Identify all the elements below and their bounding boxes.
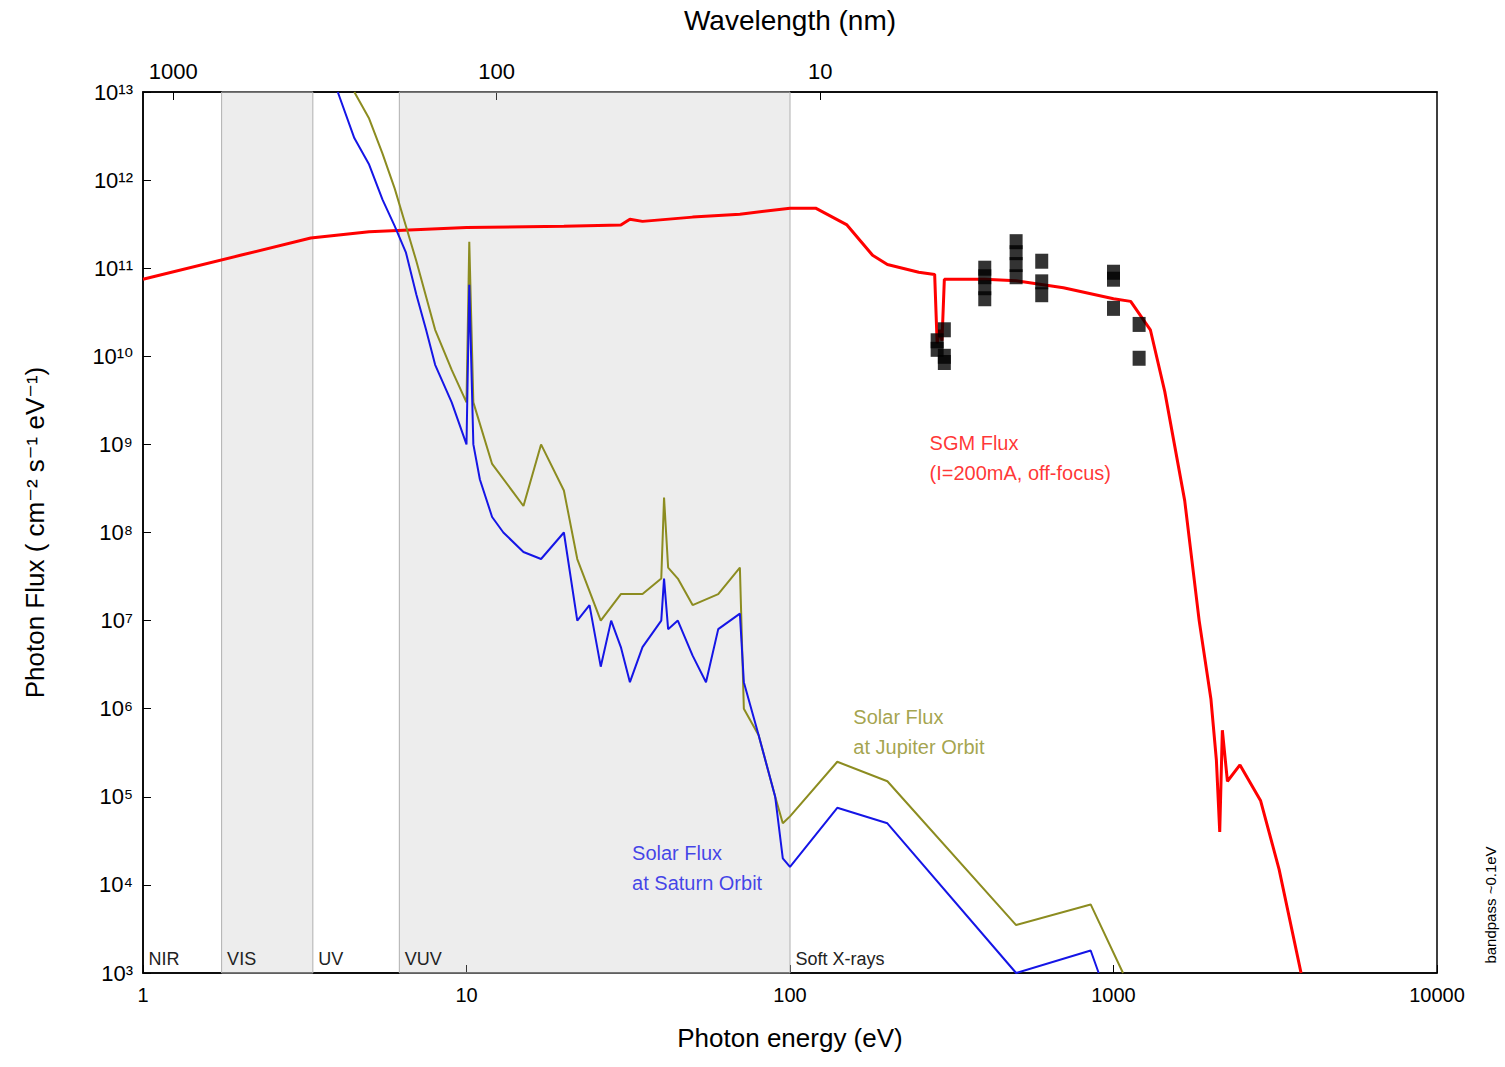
svg-text:10: 10 xyxy=(808,59,832,84)
svg-text:10⁹: 10⁹ xyxy=(99,432,133,457)
svg-text:Wavelength (nm): Wavelength (nm) xyxy=(684,5,896,36)
svg-text:SGM Flux: SGM Flux xyxy=(930,432,1019,454)
svg-text:10⁶: 10⁶ xyxy=(99,696,133,721)
svg-text:1000: 1000 xyxy=(149,59,198,84)
svg-text:10000: 10000 xyxy=(1409,984,1465,1006)
svg-text:10¹³: 10¹³ xyxy=(94,80,133,105)
svg-text:1000: 1000 xyxy=(1091,984,1136,1006)
svg-text:Solar Flux: Solar Flux xyxy=(853,706,943,728)
svg-text:bandpass ~0.1eV: bandpass ~0.1eV xyxy=(1482,846,1499,963)
svg-text:(I=200mA, off-focus): (I=200mA, off-focus) xyxy=(930,462,1111,484)
svg-text:at Saturn Orbit: at Saturn Orbit xyxy=(632,872,763,894)
svg-text:10¹¹: 10¹¹ xyxy=(94,256,133,281)
svg-text:10⁵: 10⁵ xyxy=(99,784,133,809)
svg-text:10⁴: 10⁴ xyxy=(99,872,133,897)
svg-text:10¹⁰: 10¹⁰ xyxy=(92,344,133,369)
svg-text:Solar Flux: Solar Flux xyxy=(632,842,722,864)
svg-text:100: 100 xyxy=(478,59,515,84)
svg-text:UV: UV xyxy=(318,949,343,969)
svg-text:at Jupiter Orbit: at Jupiter Orbit xyxy=(853,736,985,758)
svg-text:1: 1 xyxy=(137,984,148,1006)
svg-text:10⁷: 10⁷ xyxy=(101,608,133,633)
svg-text:100: 100 xyxy=(773,984,806,1006)
svg-text:10¹²: 10¹² xyxy=(94,168,133,193)
svg-text:NIR: NIR xyxy=(149,949,180,969)
svg-text:VIS: VIS xyxy=(227,949,256,969)
svg-text:10⁸: 10⁸ xyxy=(99,520,133,545)
svg-text:VUV: VUV xyxy=(405,949,442,969)
svg-text:10³: 10³ xyxy=(101,961,133,986)
svg-text:Photon Flux ( cm⁻² s⁻¹ eV⁻¹): Photon Flux ( cm⁻² s⁻¹ eV⁻¹) xyxy=(20,367,50,699)
svg-text:Soft X-rays: Soft X-rays xyxy=(796,949,885,969)
svg-text:Photon energy (eV): Photon energy (eV) xyxy=(677,1023,902,1053)
svg-text:10: 10 xyxy=(455,984,477,1006)
